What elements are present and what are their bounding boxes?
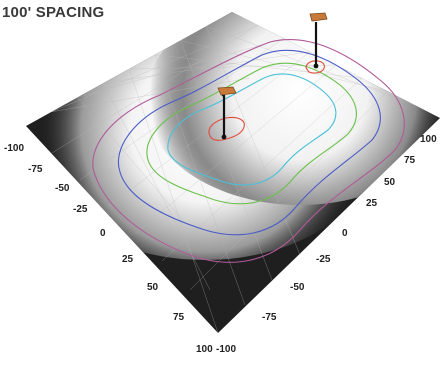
right-tick-0: -100 bbox=[216, 344, 236, 355]
right-tick-3: -25 bbox=[316, 254, 331, 265]
contour-green bbox=[146, 62, 357, 205]
left-tick-7: 75 bbox=[173, 312, 185, 323]
contour-blue bbox=[118, 49, 381, 236]
contour-outer bbox=[92, 39, 405, 263]
contour-cyan bbox=[167, 73, 337, 186]
left-axis: -100 -75 -50 -25 0 25 50 75 100 bbox=[4, 143, 213, 355]
illumination-glow bbox=[30, 12, 440, 260]
right-tick-5: 25 bbox=[366, 198, 378, 209]
right-tick-6: 50 bbox=[384, 177, 396, 188]
left-tick-5: 25 bbox=[122, 254, 134, 265]
left-tick-1: -75 bbox=[28, 164, 43, 175]
right-tick-8: 100 bbox=[420, 134, 437, 145]
left-tick-2: -50 bbox=[55, 183, 70, 194]
left-tick-3: -25 bbox=[73, 204, 88, 215]
left-tick-6: 50 bbox=[147, 282, 159, 293]
plot-title: 100' SPACING bbox=[2, 4, 105, 21]
right-tick-7: 75 bbox=[404, 155, 416, 166]
contours bbox=[92, 39, 405, 263]
right-tick-4: 0 bbox=[342, 228, 348, 239]
right-tick-2: -50 bbox=[290, 282, 305, 293]
contour-red-right bbox=[305, 60, 325, 74]
right-axis: -100 -75 -50 -25 0 25 50 75 100 bbox=[216, 134, 437, 355]
contour-red-left bbox=[208, 116, 245, 141]
pole-left bbox=[217, 86, 237, 140]
pole-right bbox=[309, 12, 328, 69]
left-tick-8: 100 bbox=[196, 344, 213, 355]
left-tick-0: -100 bbox=[4, 143, 24, 154]
right-tick-1: -75 bbox=[262, 312, 277, 323]
left-tick-4: 0 bbox=[100, 228, 106, 239]
